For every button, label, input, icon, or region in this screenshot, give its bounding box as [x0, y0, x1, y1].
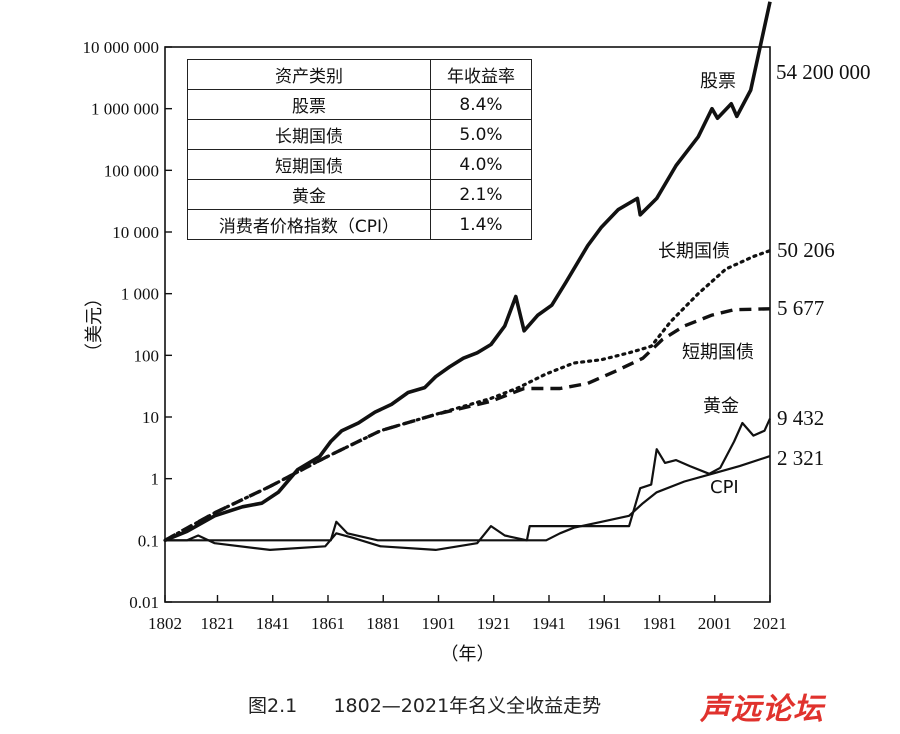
- series-line-0: [164, 1, 772, 542]
- series-line-4: [165, 455, 771, 551]
- table-cell-return: 5.0%: [430, 119, 532, 150]
- series-end-value: 2 321: [777, 446, 824, 470]
- y-tick-label: 0.1: [138, 531, 159, 550]
- series-layer: [163, 1, 772, 551]
- y-axis-label: （美元）: [84, 289, 105, 361]
- table-row: 黄金 2.1%: [187, 179, 532, 210]
- x-tick-label: 1921: [477, 614, 511, 633]
- series-name-label: 股票: [700, 71, 736, 92]
- series-end-value: 9 432: [777, 406, 824, 430]
- table-cell-return: 8.4%: [430, 89, 532, 120]
- table-cell-asset: 黄金: [187, 179, 431, 210]
- table-row: 股票 8.4%: [187, 89, 532, 120]
- x-tick-label: 1821: [200, 614, 234, 633]
- table-header-row: 资产类别 年收益率: [187, 59, 532, 90]
- table-row: 长期国债 5.0%: [187, 119, 532, 150]
- table-row: 短期国债 4.0%: [187, 149, 532, 180]
- table-cell-asset: 短期国债: [187, 149, 431, 180]
- x-tick-label: 1881: [366, 614, 400, 633]
- y-tick-label: 0.01: [129, 593, 159, 612]
- series-line-1: [163, 249, 772, 542]
- y-tick-label: 100 000: [104, 161, 159, 180]
- x-tick-label: 1802: [148, 614, 182, 633]
- series-line-3: [165, 418, 772, 542]
- y-tick-label: 10 000: [112, 223, 159, 242]
- x-tick-label: 1941: [532, 614, 566, 633]
- series-name-label: 短期国债: [682, 342, 754, 363]
- table-cell-asset: 长期国债: [187, 119, 431, 150]
- table-row: 消费者价格指数（CPI） 1.4%: [187, 209, 532, 240]
- table-header-return: 年收益率: [430, 59, 532, 90]
- x-axis-label: （年）: [441, 644, 495, 665]
- y-tick-label: 10 000 000: [83, 38, 160, 57]
- table-cell-asset: 股票: [187, 89, 431, 120]
- series-name-label: CPI: [710, 477, 739, 498]
- x-tick-label: 1861: [311, 614, 345, 633]
- y-tick-label: 10: [142, 408, 159, 427]
- plot-frame: [164, 46, 771, 603]
- y-tick-label: 100: [134, 346, 160, 365]
- table-cell-return: 4.0%: [430, 149, 532, 180]
- series-name-label: 黄金: [703, 396, 739, 417]
- axes: [164, 46, 771, 603]
- series-end-value: 5 677: [777, 296, 824, 320]
- x-tick-label: 1961: [587, 614, 621, 633]
- table-cell-return: 2.1%: [430, 179, 532, 210]
- x-tick-label: 2021: [753, 614, 787, 633]
- y-tick-label: 1: [151, 470, 160, 489]
- y-tick-label: 1 000 000: [91, 100, 159, 119]
- x-tick-label: 1981: [642, 614, 676, 633]
- table-header-asset: 资产类别: [187, 59, 431, 90]
- returns-table: 资产类别 年收益率 股票 8.4% 长期国债 5.0% 短期国债 4.0% 黄金…: [187, 59, 532, 240]
- figure-caption: 图2.1 1802—2021年名义全收益走势: [248, 695, 602, 717]
- x-tick-label: 1901: [421, 614, 455, 633]
- series-line-2: [164, 307, 771, 542]
- watermark-logo: 声远论坛: [700, 692, 824, 727]
- series-end-value: 54 200 000: [776, 60, 871, 84]
- x-tick-label: 1841: [256, 614, 290, 633]
- table-cell-return: 1.4%: [430, 209, 532, 240]
- series-end-value: 50 206: [777, 238, 835, 262]
- y-tick-label: 1 000: [121, 285, 159, 304]
- table-cell-asset: 消费者价格指数（CPI）: [187, 209, 431, 240]
- series-name-label: 长期国债: [658, 241, 730, 262]
- x-tick-label: 2001: [698, 614, 732, 633]
